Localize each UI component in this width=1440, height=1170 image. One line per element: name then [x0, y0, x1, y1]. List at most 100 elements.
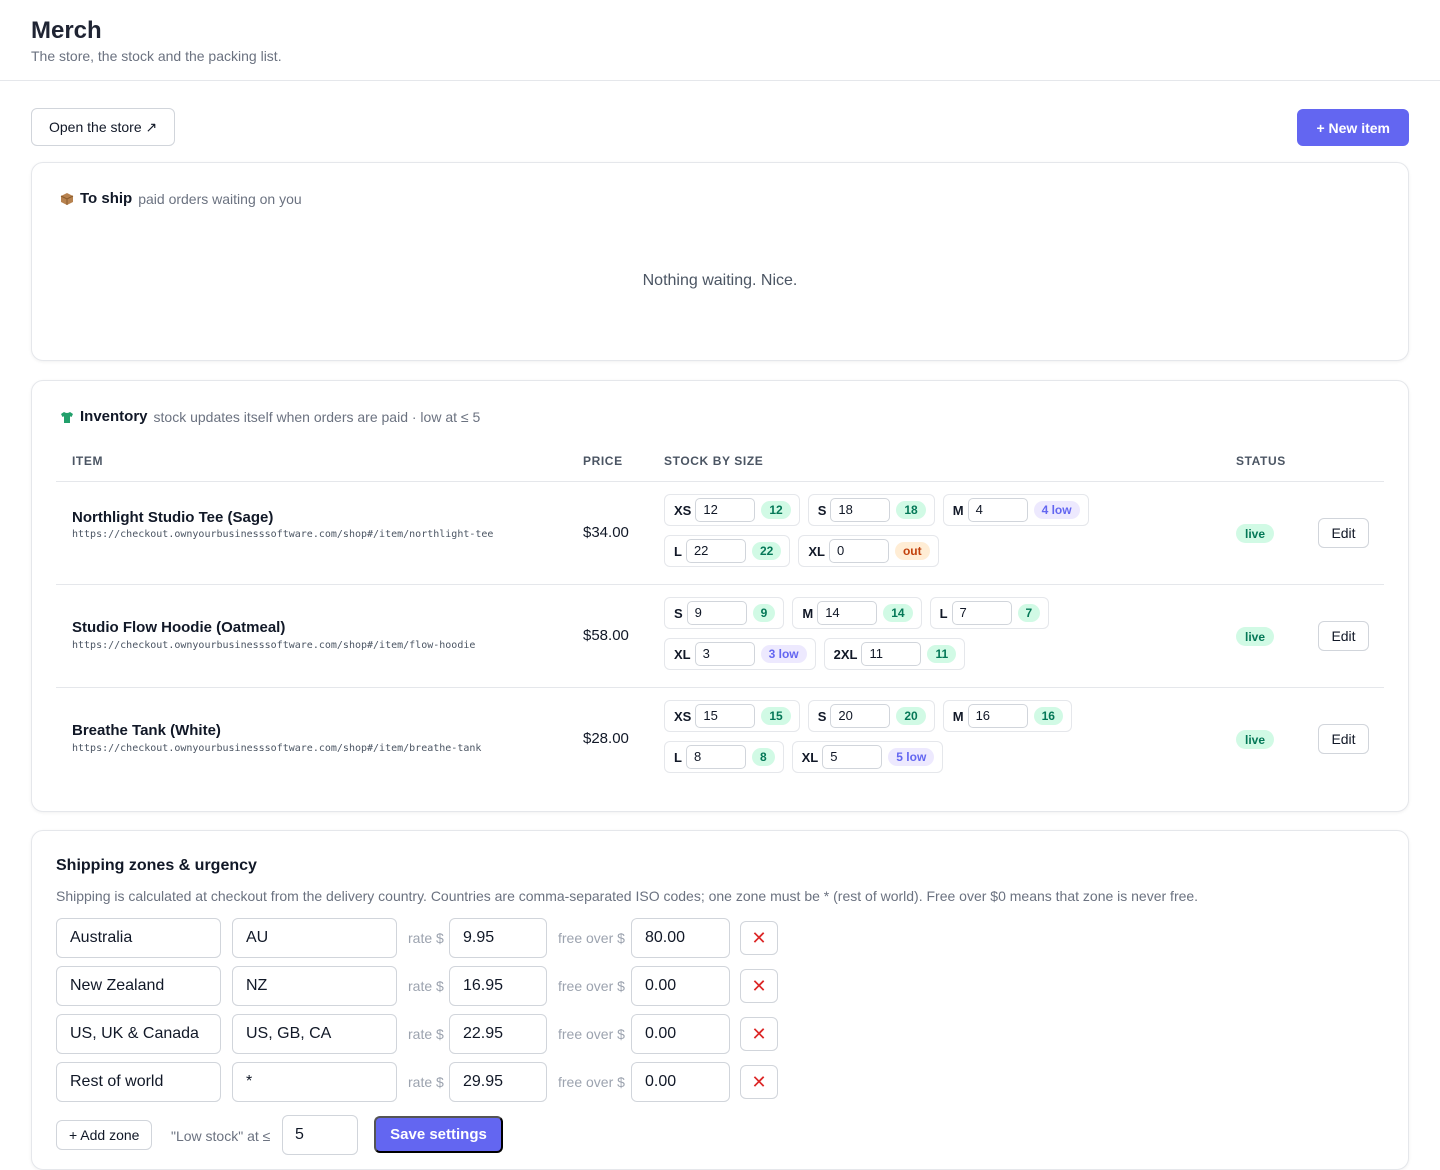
zone-rate-input[interactable]: 29.95: [449, 1062, 547, 1102]
zone-codes-input[interactable]: US, GB, CA: [232, 1014, 397, 1054]
stock-badge: 20: [896, 707, 926, 725]
stock-input[interactable]: 7: [951, 601, 1012, 625]
item-price: $58.00: [583, 627, 629, 644]
stock-input[interactable]: 9: [686, 601, 747, 625]
zone-name-input[interactable]: Rest of world: [56, 1062, 221, 1102]
zone-name-input[interactable]: Australia: [56, 918, 221, 958]
zone-rate-input[interactable]: 9.95: [449, 918, 547, 958]
shipping-footer: + Add zone "Low stock" at ≤ 5 Save setti…: [56, 1115, 756, 1155]
status-badge: live: [1236, 627, 1275, 646]
new-item-button[interactable]: + New item: [1297, 109, 1409, 146]
size-label: XS: [674, 502, 692, 518]
item-url: https://checkout.ownyourbusinesssoftware…: [72, 743, 482, 754]
zone-codes-input[interactable]: *: [232, 1062, 397, 1102]
size-chip: L 22 22: [664, 535, 791, 567]
stock-input[interactable]: 15: [695, 704, 756, 728]
zone-codes-input[interactable]: AU: [232, 918, 397, 958]
stock-badge: 22: [751, 542, 782, 560]
delete-zone-button[interactable]: ✕: [740, 1065, 778, 1099]
free-over-label: free over $: [558, 978, 625, 994]
size-label: XL: [801, 749, 819, 765]
to-ship-heading: To ship paid orders waiting on you: [60, 190, 302, 207]
low-stock-label: "Low stock" at ≤: [171, 1128, 271, 1144]
stock-badge: 3 low: [760, 645, 807, 663]
close-icon: ✕: [751, 1071, 767, 1092]
zone-name-input[interactable]: US, UK & Canada: [56, 1014, 221, 1054]
toolbar: Open the store ↗ + New item: [31, 108, 1409, 146]
add-zone-button[interactable]: + Add zone: [56, 1120, 153, 1150]
size-label: XS: [674, 708, 692, 724]
size-chip: M 14 14: [792, 597, 922, 629]
item-price: $34.00: [583, 524, 629, 541]
page-header: Merch The store, the stock and the packi…: [0, 0, 1440, 81]
delete-zone-button[interactable]: ✕: [740, 921, 778, 955]
item-name: Breathe Tank (White): [72, 722, 221, 739]
zone-row: Australia AU rate $ 9.95 free over $ 80.…: [56, 918, 816, 958]
stock-input[interactable]: 12: [695, 498, 756, 522]
column-status: STATUS: [1236, 454, 1286, 468]
stock-input[interactable]: 18: [830, 498, 891, 522]
stock-input[interactable]: 20: [830, 704, 891, 728]
edit-button[interactable]: Edit: [1318, 724, 1369, 754]
zone-row: US, UK & Canada US, GB, CA rate $ 22.95 …: [56, 1014, 816, 1054]
stock-input[interactable]: 8: [685, 745, 746, 769]
stock-input[interactable]: 11: [861, 642, 922, 666]
rate-label: rate $: [408, 1026, 444, 1042]
package-icon: [60, 192, 74, 205]
size-label: L: [674, 543, 682, 559]
zone-codes-input[interactable]: NZ: [232, 966, 397, 1006]
size-label: M: [952, 708, 964, 724]
page-title: Merch: [31, 17, 102, 44]
stock-badge: 12: [761, 501, 791, 519]
stock-input[interactable]: 22: [685, 539, 746, 563]
stock-input[interactable]: 16: [967, 704, 1028, 728]
zone-free-over-input[interactable]: 0.00: [631, 1014, 730, 1054]
rate-label: rate $: [408, 1074, 444, 1090]
inventory-table-header: ITEM PRICE STOCK BY SIZE STATUS: [56, 454, 1384, 482]
size-label: M: [952, 502, 964, 518]
delete-zone-button[interactable]: ✕: [740, 969, 778, 1003]
edit-button[interactable]: Edit: [1318, 621, 1369, 651]
item-price: $28.00: [583, 730, 629, 747]
free-over-label: free over $: [558, 930, 625, 946]
stock-input[interactable]: 5: [822, 745, 883, 769]
rate-label: rate $: [408, 978, 444, 994]
size-chip: S 20 20: [807, 700, 935, 732]
size-label: S: [817, 708, 827, 724]
low-stock-input[interactable]: 5: [282, 1115, 358, 1155]
stock-input[interactable]: 4: [967, 498, 1028, 522]
stock-badge: 7: [1017, 604, 1041, 622]
free-over-label: free over $: [558, 1026, 625, 1042]
save-settings-button[interactable]: Save settings: [374, 1116, 503, 1153]
stock-input[interactable]: 14: [817, 601, 878, 625]
shipping-description: Shipping is calculated at checkout from …: [56, 888, 1199, 904]
size-chip: XL 3 3 low: [664, 638, 816, 670]
zone-rate-input[interactable]: 22.95: [449, 1014, 547, 1054]
size-label: S: [817, 502, 827, 518]
table-row: Northlight Studio Tee (Sage) https://che…: [56, 482, 1384, 585]
size-label: S: [674, 605, 683, 621]
edit-button[interactable]: Edit: [1318, 518, 1369, 548]
column-price: PRICE: [583, 454, 623, 468]
item-url: https://checkout.ownyourbusinesssoftware…: [72, 529, 494, 540]
stock-input[interactable]: 3: [694, 642, 755, 666]
shipping-title: Shipping zones & urgency: [56, 857, 257, 874]
zone-name-input[interactable]: New Zealand: [56, 966, 221, 1006]
zone-free-over-input[interactable]: 80.00: [631, 918, 730, 958]
zone-free-over-input[interactable]: 0.00: [631, 1062, 730, 1102]
inventory-title: Inventory: [80, 408, 148, 425]
zone-rate-input[interactable]: 16.95: [449, 966, 547, 1006]
delete-zone-button[interactable]: ✕: [740, 1017, 778, 1051]
stock-input[interactable]: 0: [828, 539, 889, 563]
column-item: ITEM: [72, 454, 104, 468]
close-icon: ✕: [751, 975, 767, 996]
to-ship-subtitle: paid orders waiting on you: [138, 190, 302, 207]
open-store-button[interactable]: Open the store ↗: [31, 108, 176, 146]
page-subtitle: The store, the stock and the packing lis…: [31, 48, 282, 64]
zone-free-over-input[interactable]: 0.00: [631, 966, 730, 1006]
stock-badge: 18: [896, 501, 926, 519]
to-ship-title: To ship: [80, 190, 133, 207]
close-icon: ✕: [751, 927, 767, 948]
